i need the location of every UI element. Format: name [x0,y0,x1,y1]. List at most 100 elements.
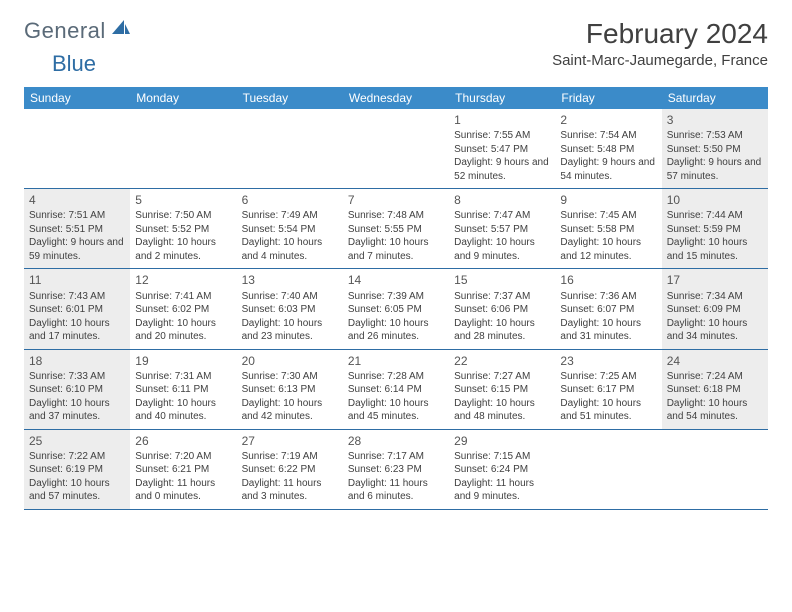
sunrise-text: Sunrise: 7:31 AM [135,370,231,384]
daylight-text: Daylight: 10 hours and 57 minutes. [29,477,125,504]
daylight-text: Daylight: 11 hours and 9 minutes. [454,477,550,504]
sunrise-text: Sunrise: 7:24 AM [667,370,763,384]
daylight-text: Daylight: 10 hours and 45 minutes. [348,397,444,424]
sunrise-text: Sunrise: 7:20 AM [135,450,231,464]
daylight-text: Daylight: 10 hours and 54 minutes. [667,397,763,424]
day-cell: 22Sunrise: 7:27 AMSunset: 6:15 PMDayligh… [449,350,555,429]
sunset-text: Sunset: 6:17 PM [560,383,656,397]
logo: General [24,18,132,44]
week-row: 11Sunrise: 7:43 AMSunset: 6:01 PMDayligh… [24,269,768,349]
daylight-text: Daylight: 10 hours and 48 minutes. [454,397,550,424]
daylight-text: Daylight: 9 hours and 54 minutes. [560,156,656,183]
day-cell: 3Sunrise: 7:53 AMSunset: 5:50 PMDaylight… [662,109,768,188]
day-cell: 28Sunrise: 7:17 AMSunset: 6:23 PMDayligh… [343,430,449,509]
day-cell: 9Sunrise: 7:45 AMSunset: 5:58 PMDaylight… [555,189,661,268]
daylight-text: Daylight: 10 hours and 28 minutes. [454,317,550,344]
daylight-text: Daylight: 10 hours and 42 minutes. [242,397,338,424]
sunset-text: Sunset: 6:02 PM [135,303,231,317]
sunset-text: Sunset: 5:55 PM [348,223,444,237]
sunrise-text: Sunrise: 7:28 AM [348,370,444,384]
day-number: 16 [560,272,656,288]
day-number: 5 [135,192,231,208]
week-row: 4Sunrise: 7:51 AMSunset: 5:51 PMDaylight… [24,189,768,269]
day-number: 20 [242,353,338,369]
day-header-sat: Saturday [662,87,768,109]
day-header-tue: Tuesday [237,87,343,109]
sunset-text: Sunset: 5:52 PM [135,223,231,237]
weeks-container: 1Sunrise: 7:55 AMSunset: 5:47 PMDaylight… [24,109,768,510]
sunrise-text: Sunrise: 7:39 AM [348,290,444,304]
day-cell: 4Sunrise: 7:51 AMSunset: 5:51 PMDaylight… [24,189,130,268]
day-number: 28 [348,433,444,449]
daylight-text: Daylight: 10 hours and 34 minutes. [667,317,763,344]
sunrise-text: Sunrise: 7:40 AM [242,290,338,304]
day-header-thu: Thursday [449,87,555,109]
day-cell [130,109,236,188]
day-cell: 15Sunrise: 7:37 AMSunset: 6:06 PMDayligh… [449,269,555,348]
day-cell [343,109,449,188]
sunrise-text: Sunrise: 7:44 AM [667,209,763,223]
day-number: 13 [242,272,338,288]
day-number: 6 [242,192,338,208]
day-number: 2 [560,112,656,128]
day-header-sun: Sunday [24,87,130,109]
sunrise-text: Sunrise: 7:45 AM [560,209,656,223]
sunrise-text: Sunrise: 7:55 AM [454,129,550,143]
sunset-text: Sunset: 6:07 PM [560,303,656,317]
day-cell: 1Sunrise: 7:55 AMSunset: 5:47 PMDaylight… [449,109,555,188]
day-cell: 14Sunrise: 7:39 AMSunset: 6:05 PMDayligh… [343,269,449,348]
sunset-text: Sunset: 5:50 PM [667,143,763,157]
sunset-text: Sunset: 6:18 PM [667,383,763,397]
day-cell: 18Sunrise: 7:33 AMSunset: 6:10 PMDayligh… [24,350,130,429]
day-cell: 7Sunrise: 7:48 AMSunset: 5:55 PMDaylight… [343,189,449,268]
day-header-mon: Monday [130,87,236,109]
sunrise-text: Sunrise: 7:19 AM [242,450,338,464]
day-number: 24 [667,353,763,369]
daylight-text: Daylight: 10 hours and 26 minutes. [348,317,444,344]
sunset-text: Sunset: 5:57 PM [454,223,550,237]
daylight-text: Daylight: 10 hours and 37 minutes. [29,397,125,424]
sunset-text: Sunset: 6:23 PM [348,463,444,477]
month-title: February 2024 [552,18,768,50]
day-cell: 24Sunrise: 7:24 AMSunset: 6:18 PMDayligh… [662,350,768,429]
day-cell: 23Sunrise: 7:25 AMSunset: 6:17 PMDayligh… [555,350,661,429]
day-number: 9 [560,192,656,208]
day-number: 21 [348,353,444,369]
daylight-text: Daylight: 10 hours and 9 minutes. [454,236,550,263]
sunset-text: Sunset: 5:51 PM [29,223,125,237]
sunrise-text: Sunrise: 7:22 AM [29,450,125,464]
sunrise-text: Sunrise: 7:49 AM [242,209,338,223]
sunrise-text: Sunrise: 7:25 AM [560,370,656,384]
sunset-text: Sunset: 6:13 PM [242,383,338,397]
sunset-text: Sunset: 6:05 PM [348,303,444,317]
sunrise-text: Sunrise: 7:48 AM [348,209,444,223]
sunset-text: Sunset: 6:01 PM [29,303,125,317]
day-cell: 21Sunrise: 7:28 AMSunset: 6:14 PMDayligh… [343,350,449,429]
week-row: 25Sunrise: 7:22 AMSunset: 6:19 PMDayligh… [24,430,768,510]
day-number: 29 [454,433,550,449]
sunset-text: Sunset: 6:21 PM [135,463,231,477]
daylight-text: Daylight: 11 hours and 6 minutes. [348,477,444,504]
day-cell: 26Sunrise: 7:20 AMSunset: 6:21 PMDayligh… [130,430,236,509]
day-number: 25 [29,433,125,449]
day-number: 15 [454,272,550,288]
daylight-text: Daylight: 10 hours and 40 minutes. [135,397,231,424]
daylight-text: Daylight: 10 hours and 31 minutes. [560,317,656,344]
daylight-text: Daylight: 10 hours and 4 minutes. [242,236,338,263]
daylight-text: Daylight: 10 hours and 2 minutes. [135,236,231,263]
day-cell: 2Sunrise: 7:54 AMSunset: 5:48 PMDaylight… [555,109,661,188]
sunset-text: Sunset: 6:03 PM [242,303,338,317]
sunrise-text: Sunrise: 7:53 AM [667,129,763,143]
day-number: 4 [29,192,125,208]
title-block: February 2024 Saint-Marc-Jaumegarde, Fra… [552,18,768,69]
sunrise-text: Sunrise: 7:15 AM [454,450,550,464]
logo-text-blue: Blue [52,51,96,76]
day-number: 18 [29,353,125,369]
day-number: 10 [667,192,763,208]
daylight-text: Daylight: 10 hours and 51 minutes. [560,397,656,424]
day-number: 22 [454,353,550,369]
calendar-page: General February 2024 Saint-Marc-Jaumega… [0,0,792,520]
sunset-text: Sunset: 5:58 PM [560,223,656,237]
sunset-text: Sunset: 5:48 PM [560,143,656,157]
day-cell: 8Sunrise: 7:47 AMSunset: 5:57 PMDaylight… [449,189,555,268]
